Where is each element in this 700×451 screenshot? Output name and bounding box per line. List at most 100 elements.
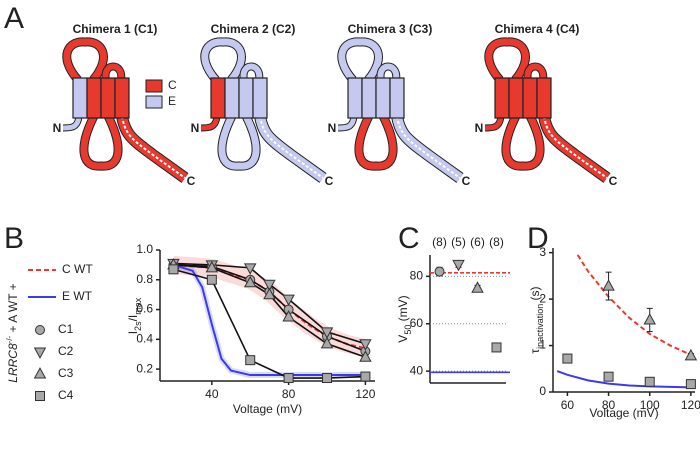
c-tail [255,115,326,183]
marker [263,287,276,300]
c-tail [117,115,188,183]
marker [471,281,484,293]
y-tick-label: 1 [539,338,546,352]
panel-label: D [527,222,549,255]
y-tick-label: 0 [539,384,546,398]
chimera-title: Chimera 4 (C4) [495,22,580,36]
transmembrane-helix [347,77,363,119]
y-axis-label-part: /I [126,315,140,322]
marker [685,379,696,390]
y-tick-label: 2 [539,291,546,305]
legend-label: E WT [62,289,93,303]
c-tail [539,115,610,183]
line [556,370,691,389]
c-label: C [609,174,618,188]
transmembrane-helix [522,77,538,119]
transmembrane-helix [86,77,102,119]
legend-swatch [33,367,47,379]
legend-swatch [33,347,47,359]
x-tick-label: 100 [640,398,660,412]
legend-label: C1 [58,322,74,336]
marker [320,327,334,339]
transmembrane-helix [375,77,391,119]
intracellular-loop [502,114,544,170]
marker [434,266,445,277]
legend-label: C4 [58,388,74,402]
marker [359,339,372,351]
y-tick-label: 40 [410,363,424,377]
y-tick-label: 3 [539,245,546,259]
y-axis-label-part: V [396,335,410,343]
c-tail-hatch [543,115,608,179]
marker [263,279,276,292]
n-label: N [475,121,484,135]
legend-swatch [35,325,45,335]
fit-line [173,268,366,379]
n-terminus [337,115,357,131]
n-terminus [62,115,82,131]
y-axis-label: V50 (mV) [396,295,413,342]
panel-label: B [4,222,24,255]
marker [283,373,294,384]
y-axis-label-part: inactivation [535,304,545,349]
marker [282,310,295,322]
marker [206,274,217,285]
x-tick-label: 60 [561,398,575,412]
x-tick-label: 80 [282,387,296,401]
y-tick-label: 80 [410,269,424,283]
marker [243,275,257,288]
legend-swatch [145,95,163,109]
extracellular-loop [377,63,400,81]
extracellular-loop [240,63,263,81]
marker [320,336,334,349]
legend-swatch [145,79,163,93]
n-terminus [484,115,504,131]
transmembrane-helix [508,77,524,119]
x-tick-label: 40 [205,387,219,401]
c-label: C [187,174,196,188]
extracellular-loop [102,63,125,81]
c-tail-hatch [259,115,324,179]
y-axis-label-part: 2s [133,321,143,331]
extracellular-loop [338,38,382,83]
marker [491,342,502,353]
y-axis-label: I2s/Imax [126,297,143,334]
marker [168,264,179,275]
x-tick-label: 120 [681,398,700,412]
legend-title-part: + A WT + [6,283,20,335]
marker [602,279,615,291]
transmembrane-helix [114,77,130,119]
extracellular-loop [201,38,245,83]
n-label: N [53,121,62,135]
transmembrane-helix [389,77,405,119]
n-label: N [191,121,200,135]
intracellular-loop [218,114,260,170]
legend-title-part: LRRC8 [6,343,20,383]
annotation: (8) [489,235,504,249]
transmembrane-helix [100,77,116,119]
marker [205,260,219,273]
marker [243,263,257,275]
transmembrane-helix [224,77,240,119]
marker [360,371,371,382]
c-tail-hatch [396,115,461,179]
legend-label: C WT [62,262,93,276]
marker [452,259,465,272]
annotation: (5) [451,235,466,249]
y-tick-label: 0.4 [136,331,153,345]
transmembrane-helix [536,77,552,119]
intracellular-loop [80,114,122,170]
legend-label: C3 [58,366,74,380]
y-axis-label-part: max [133,297,143,315]
y-axis-label-part: (mV) [396,295,410,324]
legend-label: E [168,94,176,108]
marker [562,353,573,364]
y-tick-label: 0.2 [136,361,153,375]
y-axis-label-part: (s) [528,286,542,303]
chimera-title: Chimera 1 (C1) [73,22,158,36]
y-axis-label: τinactivation (s) [528,286,545,353]
n-label: N [328,121,337,135]
c-tail [392,115,463,183]
